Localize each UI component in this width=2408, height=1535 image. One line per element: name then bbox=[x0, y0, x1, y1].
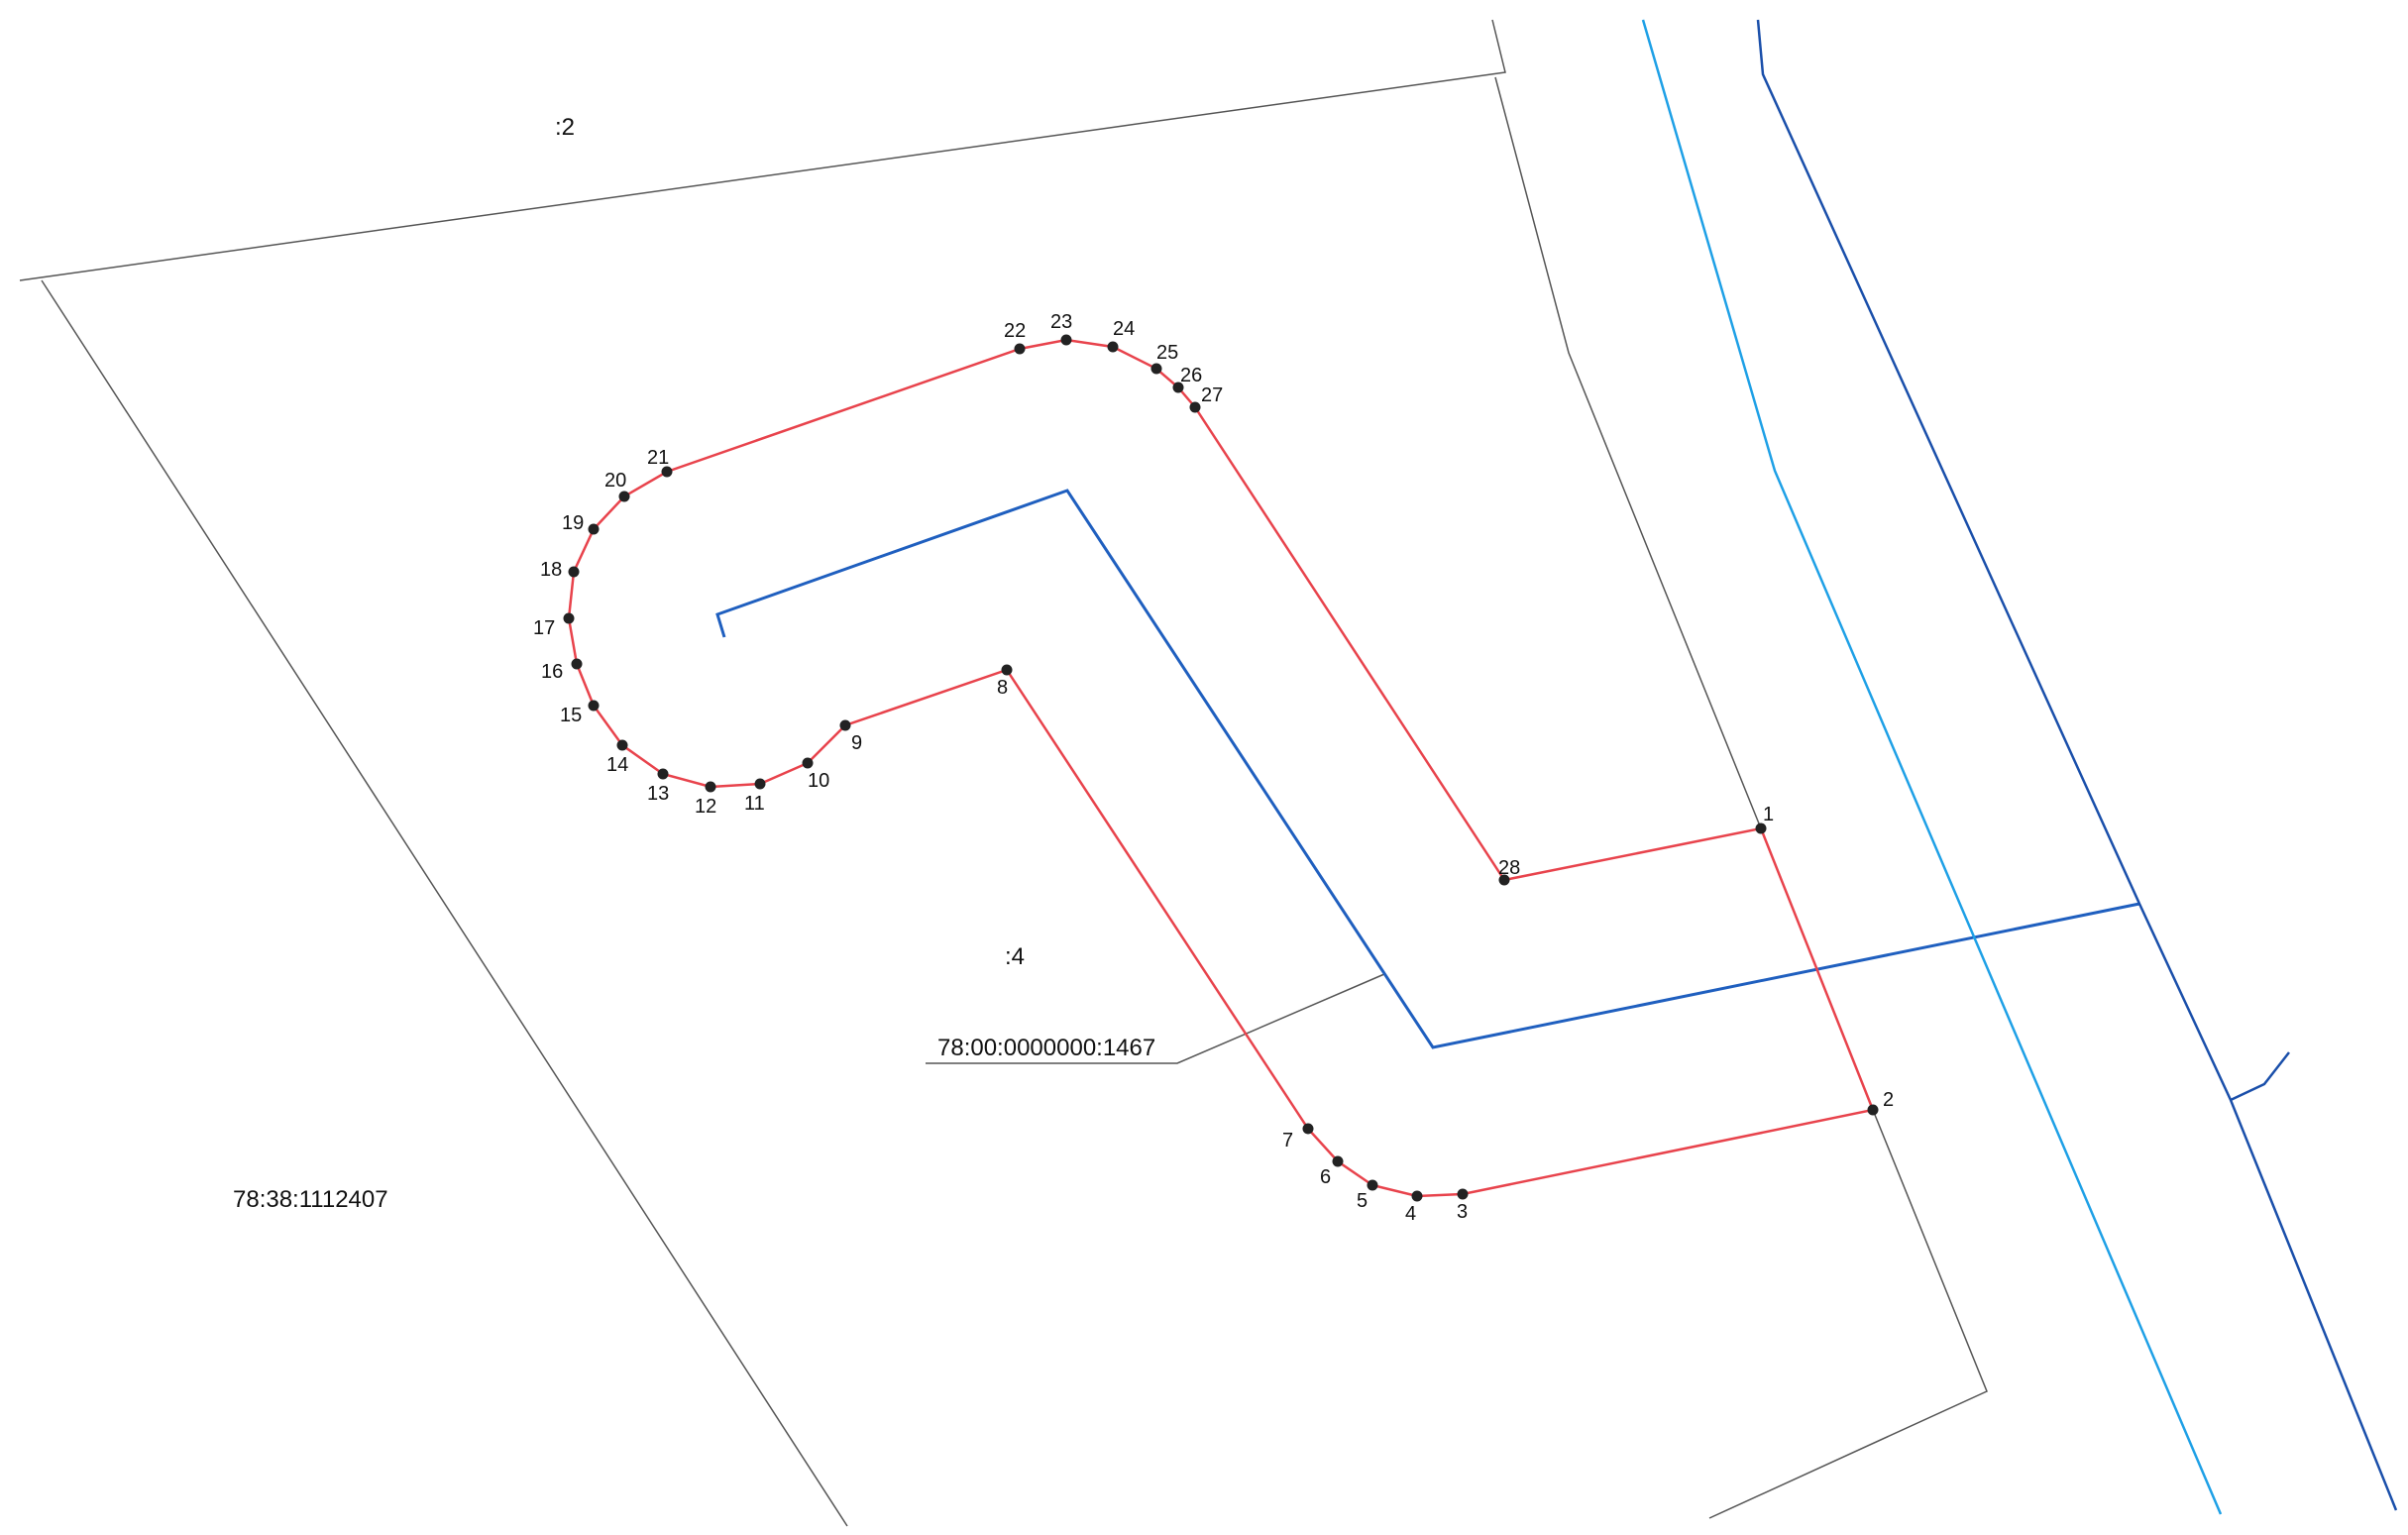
parcel-4-boundary-south bbox=[1708, 1109, 1988, 1519]
boundary-point-20 bbox=[618, 491, 630, 502]
boundary-point-label-15: 15 bbox=[560, 705, 582, 726]
boundary-point-14 bbox=[616, 739, 628, 751]
boundary-point-label-5: 5 bbox=[1357, 1190, 1368, 1212]
boundary-point-label-19: 19 bbox=[562, 512, 584, 534]
quarter-boundary-west bbox=[41, 279, 848, 1527]
boundary-point-label-6: 6 bbox=[1320, 1166, 1331, 1188]
boundary-point-label-18: 18 bbox=[540, 559, 562, 581]
boundary-point-label-11: 11 bbox=[744, 793, 765, 815]
boundary-point-label-7: 7 bbox=[1282, 1130, 1293, 1151]
boundary-point-27 bbox=[1189, 401, 1201, 413]
boundary-point-5 bbox=[1367, 1179, 1378, 1191]
utility-line-blue bbox=[715, 489, 2140, 1049]
boundary-point-2 bbox=[1867, 1104, 1879, 1116]
boundary-point-3 bbox=[1457, 1188, 1469, 1200]
boundary-point-label-23: 23 bbox=[1050, 311, 1072, 333]
boundary-point-10 bbox=[802, 757, 814, 769]
boundary-point-16 bbox=[571, 658, 583, 670]
boundary-point-label-27: 27 bbox=[1201, 384, 1223, 406]
boundary-point-4 bbox=[1411, 1190, 1423, 1202]
boundary-point-18 bbox=[568, 566, 580, 578]
boundary-point-15 bbox=[588, 700, 600, 712]
boundary-point-6 bbox=[1332, 1155, 1344, 1167]
boundary-point-label-9: 9 bbox=[851, 732, 862, 754]
boundary-point-9 bbox=[839, 719, 851, 731]
boundary-point-label-2: 2 bbox=[1883, 1089, 1894, 1111]
road-line-dark-blue bbox=[1756, 19, 2398, 1511]
boundary-point-22 bbox=[1014, 343, 1026, 355]
boundary-point-8 bbox=[1001, 664, 1013, 676]
boundary-point-label-28: 28 bbox=[1498, 857, 1520, 879]
boundary-point-label-1: 1 bbox=[1763, 804, 1774, 825]
boundary-point-label-3: 3 bbox=[1457, 1201, 1468, 1223]
boundary-point-24 bbox=[1107, 341, 1119, 353]
road-line-branch bbox=[2230, 1051, 2290, 1102]
boundary-point-21 bbox=[661, 466, 673, 478]
boundary-point-label-4: 4 bbox=[1405, 1203, 1416, 1225]
parcel-boundaries bbox=[19, 19, 1988, 1527]
boundary-point-label-26: 26 bbox=[1180, 365, 1202, 386]
boundary-point-17 bbox=[563, 612, 575, 624]
boundary-point-label-12: 12 bbox=[695, 796, 716, 818]
boundary-point-1 bbox=[1755, 822, 1767, 834]
quarter-label: 78:38:1112407 bbox=[233, 1186, 388, 1213]
parcel-2-boundary bbox=[19, 19, 1506, 281]
label-leader-line bbox=[926, 973, 1385, 1064]
line-object-label: 78:00:0000000:1467 bbox=[937, 1035, 1155, 1061]
surveyed-boundary bbox=[567, 338, 1875, 1198]
boundary-point-label-22: 22 bbox=[1004, 320, 1026, 342]
boundary-point-label-14: 14 bbox=[606, 754, 628, 776]
boundary-point-label-25: 25 bbox=[1156, 342, 1178, 364]
boundary-point-label-8: 8 bbox=[997, 677, 1008, 699]
boundary-point-label-10: 10 bbox=[808, 770, 829, 792]
boundary-point-23 bbox=[1060, 334, 1072, 346]
road-line-light-blue bbox=[1641, 19, 2223, 1515]
boundary-point-label-16: 16 bbox=[541, 661, 563, 683]
boundary-point-19 bbox=[588, 523, 600, 535]
boundary-point-28 bbox=[1498, 874, 1510, 886]
boundary-point-label-17: 17 bbox=[533, 617, 555, 639]
boundary-point-11 bbox=[754, 778, 766, 790]
boundary-point-7 bbox=[1302, 1123, 1314, 1135]
boundary-point-label-20: 20 bbox=[604, 470, 626, 492]
parcel-label-4: :4 bbox=[1005, 943, 1025, 970]
parcel-4-boundary-east bbox=[1494, 76, 1762, 829]
boundary-point-label-24: 24 bbox=[1113, 318, 1135, 340]
boundary-point-13 bbox=[657, 768, 669, 780]
boundary-point-25 bbox=[1150, 363, 1162, 375]
boundary-point-12 bbox=[705, 781, 716, 793]
boundary-point-label-21: 21 bbox=[647, 447, 669, 469]
parcel-label-2: :2 bbox=[555, 114, 575, 141]
boundary-point-label-13: 13 bbox=[647, 783, 669, 805]
boundary-point-26 bbox=[1172, 382, 1184, 393]
